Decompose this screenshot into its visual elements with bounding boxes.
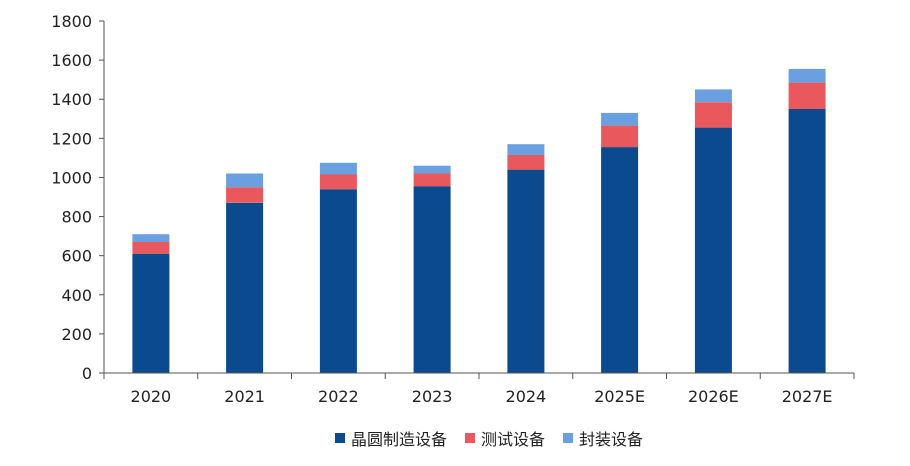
y-tick-label: 800: [61, 208, 92, 227]
bar-2024-series-1: [507, 155, 545, 170]
x-tick-label: 2024: [506, 387, 547, 406]
legend-label-2: 封装设备: [579, 430, 643, 449]
x-tick-label: 2021: [224, 387, 265, 406]
bar-2020-series-2: [132, 234, 170, 242]
y-tick-label: 400: [61, 286, 92, 305]
legend-swatch-0: [335, 433, 345, 443]
y-tick-label: 1800: [51, 12, 92, 31]
x-tick-label: 2022: [318, 387, 359, 406]
bar-2027E-series-2: [788, 68, 826, 83]
y-tick-label: 0: [82, 364, 92, 383]
legend-label-0: 晶圆制造设备: [351, 430, 447, 449]
bar-2024-series-0: [507, 169, 545, 373]
legend-label-1: 测试设备: [481, 430, 545, 449]
bar-2026E-series-1: [694, 102, 732, 128]
bars-layer: [132, 68, 826, 373]
legend-swatch-1: [465, 433, 475, 443]
bar-2023-series-0: [413, 186, 451, 373]
x-tick-label: 2027E: [782, 387, 833, 406]
bar-2020-series-1: [132, 242, 170, 254]
bar-2021-series-2: [226, 173, 264, 188]
bar-2020-series-0: [132, 253, 170, 373]
legend-swatch-2: [563, 433, 573, 443]
bar-2022-series-1: [319, 174, 357, 190]
bar-2022-series-0: [319, 189, 357, 373]
x-tick-label: 2025E: [594, 387, 645, 406]
bar-2022-series-2: [319, 162, 357, 175]
legend: 晶圆制造设备 测试设备 封装设备: [335, 430, 643, 449]
bar-2024-series-2: [507, 144, 545, 155]
y-tick-label: 1200: [51, 129, 92, 148]
bar-2025E-series-1: [601, 125, 639, 148]
bar-2025E-series-0: [601, 147, 639, 373]
bar-2027E-series-1: [788, 82, 826, 109]
bar-2021-series-1: [226, 187, 264, 203]
bar-2026E-series-0: [694, 127, 732, 373]
axes-layer: 0 200 400 600 800 1000 1200 1400 1600 1800 2020 202…: [51, 12, 855, 406]
bar-2027E-series-0: [788, 109, 826, 373]
x-tick-label: 2020: [131, 387, 172, 406]
bar-2023-series-1: [413, 173, 451, 187]
x-tick-label: 2023: [412, 387, 453, 406]
bar-2026E-series-2: [694, 89, 732, 103]
y-tick-label: 600: [61, 247, 92, 266]
bar-2023-series-2: [413, 165, 451, 174]
bar-2025E-series-2: [601, 112, 639, 126]
y-tick-label: 1000: [51, 168, 92, 187]
y-tick-label: 1600: [51, 51, 92, 70]
x-tick-label: 2026E: [688, 387, 739, 406]
bar-2021-series-0: [226, 202, 264, 373]
y-tick-label: 200: [61, 325, 92, 344]
y-tick-label: 1400: [51, 90, 92, 109]
